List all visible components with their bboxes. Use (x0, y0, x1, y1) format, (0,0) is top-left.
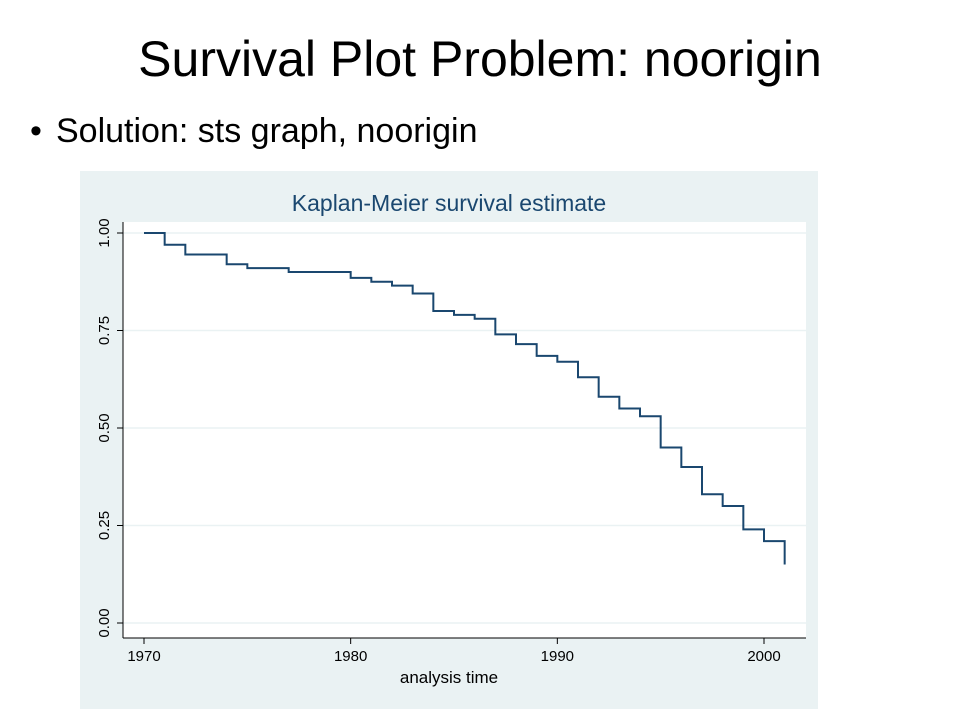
x-tick-label-2: 1990 (541, 648, 574, 665)
y-tick-label-1: 0.25 (96, 511, 113, 540)
axes (122, 222, 806, 639)
km-chart-svg: 0.00 0.25 0.50 0.75 1.00 1970 1980 1990 2000 Kap… (80, 171, 818, 709)
chart-title: Kaplan-Meier survival estimate (292, 190, 606, 216)
bullet-text: Solution: sts graph, noorigin (56, 112, 478, 150)
plot-region (123, 222, 806, 638)
bullet-item: • Solution: sts graph, noorigin (20, 112, 477, 151)
y-tick-label-2: 0.50 (96, 413, 113, 442)
gridlines (123, 232, 806, 624)
slide-title: Survival Plot Problem: noorigin (138, 31, 822, 87)
y-tick-label-4: 1.00 (96, 218, 113, 247)
x-tick-label-0: 1970 (127, 648, 160, 665)
y-tick-label-3: 0.75 (96, 316, 113, 345)
ticks: 0.00 0.25 0.50 0.75 1.00 1970 1980 1990 2000 (96, 218, 781, 665)
y-tick-label-0: 0.00 (96, 608, 113, 637)
x-tick-label-3: 2000 (747, 648, 780, 665)
x-axis-label: analysis time (400, 668, 498, 687)
km-chart: 0.00 0.25 0.50 0.75 1.00 1970 1980 1990 2000 Kap… (80, 171, 818, 709)
bullet-marker: • (30, 112, 42, 150)
x-tick-label-1: 1980 (334, 648, 367, 665)
series-line (144, 232, 786, 565)
